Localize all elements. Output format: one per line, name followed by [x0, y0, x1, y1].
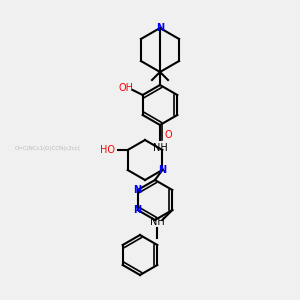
Text: NH: NH: [150, 217, 165, 227]
Text: OH: OH: [118, 83, 133, 93]
Text: O=C(NCc1(O)CCN(c2cc(: O=C(NCc1(O)CCN(c2cc(: [15, 146, 81, 151]
Text: HO: HO: [100, 145, 115, 155]
Text: N: N: [158, 165, 166, 175]
Text: O: O: [164, 130, 172, 140]
Text: N: N: [134, 185, 142, 195]
Text: NH: NH: [153, 143, 167, 153]
Text: N: N: [156, 23, 164, 33]
Text: N: N: [134, 205, 142, 215]
